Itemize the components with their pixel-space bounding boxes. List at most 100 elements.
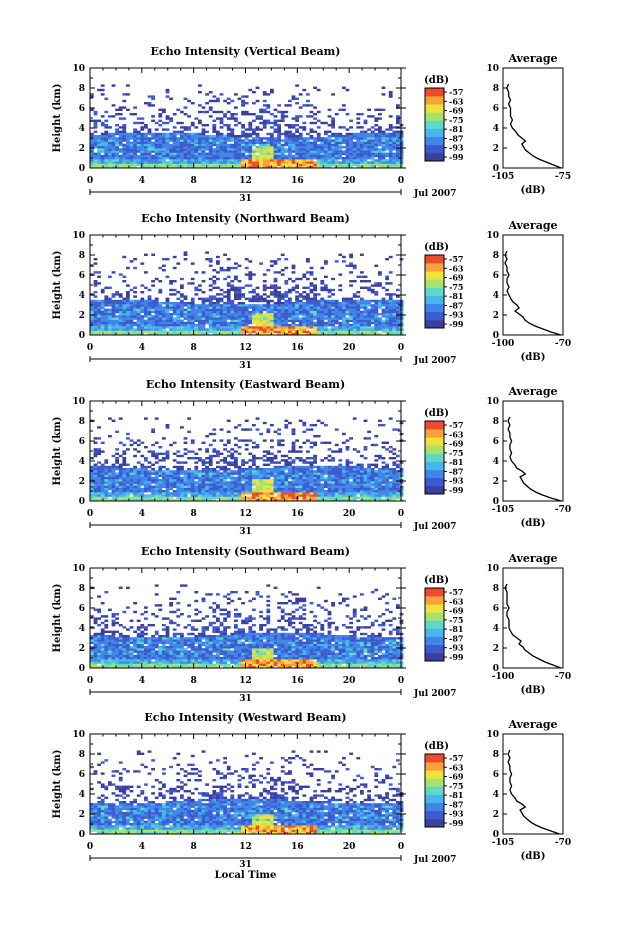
heatmap-cell	[385, 163, 389, 166]
heatmap-cell	[194, 132, 199, 136]
heatmap-cell	[374, 128, 379, 131]
heatmap-cell	[284, 135, 289, 138]
heatmap-cell	[190, 332, 195, 336]
heatmap-cell	[216, 304, 220, 307]
heatmap-cell	[223, 113, 227, 116]
colorbar-swatch	[425, 96, 444, 105]
heatmap-cell	[194, 492, 199, 495]
heatmap-cell	[205, 102, 209, 105]
heatmap-cell	[298, 310, 303, 314]
heatmap-cell	[223, 479, 227, 482]
heatmap-cell	[252, 472, 256, 475]
heatmap-cell	[370, 148, 375, 151]
heatmap-cell	[129, 313, 134, 316]
heatmap-cell	[252, 130, 256, 133]
heatmap-cell	[334, 143, 339, 147]
heatmap-cell	[313, 498, 317, 502]
heatmap-cell	[198, 150, 202, 153]
heatmap-cell	[108, 159, 112, 162]
heatmap-cell	[241, 124, 245, 127]
heatmap-cell	[302, 324, 307, 327]
heatmap-cell	[234, 481, 238, 484]
colorbar-tick-label: -99	[449, 152, 464, 162]
heatmap-cell	[176, 476, 181, 480]
heatmap-cell	[133, 299, 137, 303]
heatmap-cell	[122, 148, 127, 151]
heatmap-cell	[324, 490, 328, 493]
heatmap-cell	[291, 443, 296, 447]
heatmap-cell	[356, 135, 361, 138]
heatmap-cell	[216, 485, 220, 488]
heatmap-cell	[316, 496, 321, 499]
heatmap-cell	[230, 302, 235, 305]
heatmap-cell	[183, 132, 188, 136]
heatmap-cell	[187, 492, 191, 495]
heatmap-cell	[248, 275, 253, 278]
heatmap-cell	[385, 313, 389, 316]
heatmap-cell	[115, 150, 119, 153]
heatmap-cell	[234, 288, 238, 292]
heatmap-cell	[118, 295, 123, 298]
heatmap-cell	[295, 315, 299, 318]
heatmap-cell	[262, 93, 267, 96]
heatmap-cell	[154, 159, 159, 162]
heatmap-cell	[316, 304, 321, 307]
heatmap-cell	[129, 490, 134, 493]
x-tick-label: 4	[139, 176, 145, 186]
heatmap-cell	[93, 485, 98, 488]
heatmap-cell	[298, 159, 303, 162]
heatmap-cell	[212, 150, 217, 153]
heatmap-cell	[226, 302, 231, 305]
heatmap-cell	[219, 310, 224, 314]
heatmap-cell	[381, 308, 386, 311]
heatmap-cell	[183, 308, 188, 311]
heatmap-cell	[284, 459, 289, 462]
heatmap-cell	[230, 128, 235, 131]
heatmap-cell	[226, 310, 231, 314]
heatmap-cell	[324, 328, 328, 331]
heatmap-cell	[180, 472, 184, 475]
heatmap-cell	[378, 332, 382, 336]
heatmap-cell	[136, 443, 141, 447]
heatmap-cell	[111, 135, 116, 138]
heatmap-cell	[370, 154, 375, 158]
heatmap-cell	[320, 324, 325, 327]
heatmap-cell	[370, 313, 375, 316]
heatmap-cell	[176, 132, 181, 136]
heatmap-cell	[133, 161, 137, 164]
heatmap-cell	[198, 154, 202, 158]
heatmap-cell	[259, 468, 263, 471]
heatmap-cell	[93, 157, 98, 160]
heatmap-cell	[385, 308, 389, 311]
heatmap-cell	[360, 297, 364, 300]
heatmap-cell	[295, 161, 299, 164]
average-title: Average	[507, 52, 557, 65]
heatmap-cell	[352, 299, 357, 303]
heatmap-cell	[180, 110, 184, 114]
heatmap-cell	[126, 490, 130, 493]
heatmap-cell	[230, 117, 235, 120]
heatmap-cell	[363, 119, 368, 122]
heatmap-cell	[230, 326, 235, 329]
heatmap-cell	[126, 291, 130, 294]
heatmap-cell	[338, 148, 343, 151]
heatmap-cell	[259, 121, 263, 125]
heatmap-cell	[309, 299, 314, 303]
heatmap-cell	[370, 330, 375, 333]
heatmap-cell	[291, 306, 296, 309]
heatmap-cell	[97, 282, 101, 285]
heatmap-cell	[288, 474, 292, 477]
heatmap-cell	[291, 485, 296, 488]
heatmap-cell	[342, 108, 346, 111]
heatmap-cell	[385, 332, 389, 336]
heatmap-cell	[129, 288, 134, 292]
heatmap-cell	[115, 317, 119, 320]
heatmap-cell	[252, 461, 256, 464]
heatmap-cell	[396, 119, 400, 122]
heatmap-cell	[172, 470, 177, 473]
heatmap-cell	[115, 124, 119, 127]
heatmap-cell	[352, 141, 357, 144]
heatmap-cell	[165, 494, 170, 497]
heatmap-cell	[356, 146, 361, 149]
heatmap-cell	[277, 130, 281, 133]
